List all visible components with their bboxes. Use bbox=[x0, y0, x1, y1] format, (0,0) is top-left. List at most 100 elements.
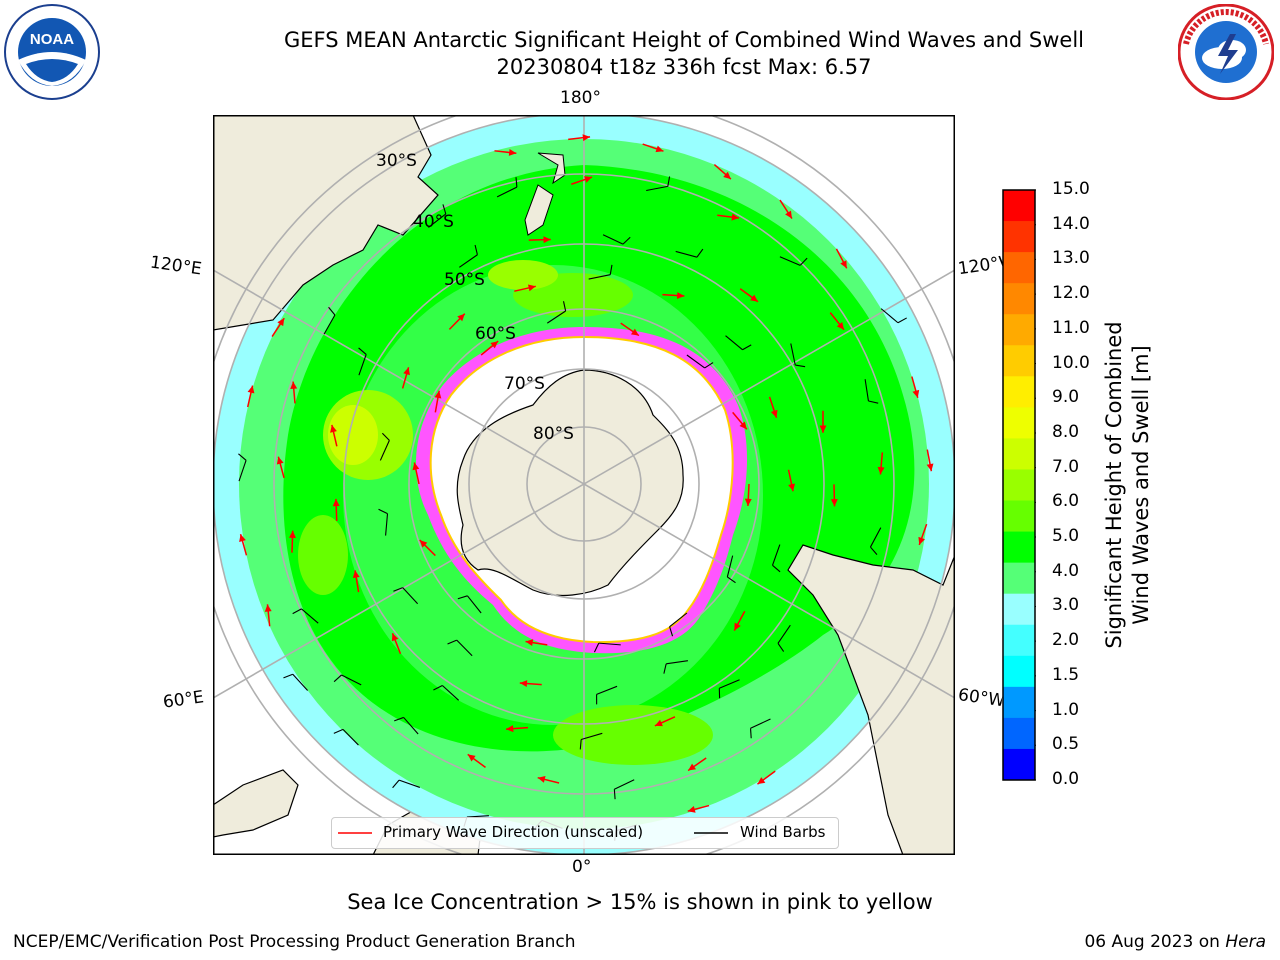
colorbar-tick-label: 9.0 bbox=[1052, 387, 1080, 408]
wind-barb bbox=[646, 185, 668, 192]
wind-barb-feather bbox=[799, 257, 808, 266]
wave-direction-arrowhead bbox=[750, 294, 758, 302]
wave-direction-arrowhead bbox=[819, 425, 827, 433]
wind-barb bbox=[581, 732, 603, 741]
colorbar-tick-label: 10.0 bbox=[1052, 352, 1090, 373]
wave-direction-arrowhead bbox=[630, 328, 639, 336]
colorbar-segment bbox=[1003, 686, 1035, 719]
wave-direction-arrowhead bbox=[770, 409, 778, 418]
wind-barb-feather bbox=[442, 204, 447, 215]
wave-direction-arrowhead bbox=[877, 466, 885, 475]
wave-height-map bbox=[213, 115, 955, 855]
wave-direction-arrowhead bbox=[723, 171, 731, 180]
wind-barb bbox=[596, 685, 618, 695]
wind-barb bbox=[323, 314, 336, 335]
wave-direction-arrowhead bbox=[840, 260, 847, 269]
wind-barb bbox=[669, 612, 688, 628]
wind-barb-feather bbox=[622, 236, 631, 245]
wave-direction-arrowhead bbox=[912, 389, 920, 398]
wind-barb bbox=[750, 718, 771, 729]
wind-barb-feather bbox=[667, 176, 671, 187]
wave-direction-arrowhead bbox=[419, 540, 428, 548]
wave-direction-arrowhead bbox=[519, 680, 528, 688]
colorbar-label-line2: Wind Waves and Swell [m] bbox=[1129, 345, 1153, 625]
date-value: 06 Aug 2023 on bbox=[1084, 932, 1220, 952]
wind-barb bbox=[342, 729, 359, 746]
wind-barb bbox=[686, 354, 705, 369]
wave-direction-arrowhead bbox=[676, 292, 685, 300]
wave-direction-arrowhead bbox=[739, 421, 747, 430]
wind-barb-feather bbox=[870, 546, 878, 556]
noaa-logo: NOAA bbox=[4, 4, 100, 100]
lon-label-60w: 60°W bbox=[956, 685, 1004, 711]
wave-direction-arrowhead bbox=[239, 534, 246, 543]
wind-barb-feather bbox=[378, 508, 388, 515]
lat-label-80s: 80°S bbox=[533, 424, 574, 444]
colorbar-tick-label: 6.0 bbox=[1052, 491, 1080, 512]
wind-barb-feather bbox=[433, 685, 443, 691]
wind-barb bbox=[880, 308, 899, 324]
wind-barb-feather bbox=[394, 716, 404, 722]
wind-barb-feather bbox=[579, 739, 582, 750]
colorbar-label: Significant Height of Combined Wind Wave… bbox=[1101, 321, 1155, 648]
wind-barb bbox=[598, 642, 621, 646]
wind-barb bbox=[726, 555, 734, 578]
colorbar-tick-label: 0.0 bbox=[1052, 769, 1080, 789]
colorbar-segment bbox=[1003, 190, 1035, 222]
lat-label-40s: 40°S bbox=[413, 212, 454, 232]
wind-barb-feather bbox=[727, 576, 736, 584]
wind-barb bbox=[238, 460, 247, 482]
wave-direction-arrowhead bbox=[525, 639, 534, 647]
wind-barb-feather bbox=[749, 728, 752, 739]
wave-direction-arrowhead bbox=[654, 719, 663, 727]
lat-label-70s: 70°S bbox=[504, 374, 545, 394]
wind-barb bbox=[456, 639, 473, 657]
colorbar-segment bbox=[1003, 221, 1035, 253]
wind-barb-feather bbox=[358, 347, 367, 355]
colorbar-tick-label: 12.0 bbox=[1052, 283, 1090, 304]
colorbar bbox=[1002, 189, 1036, 781]
wind-barb bbox=[790, 343, 796, 366]
colorbar-tick-label: 4.0 bbox=[1052, 560, 1080, 581]
wave-direction-arrowhead bbox=[830, 499, 838, 507]
machine-name: Hera bbox=[1225, 932, 1266, 952]
wave-direction-arrowhead bbox=[352, 570, 360, 579]
wind-barb-feather bbox=[868, 400, 879, 404]
colorbar-segment bbox=[1003, 748, 1035, 781]
wave-direction-arrowhead bbox=[457, 313, 465, 322]
colorbar-segment bbox=[1003, 717, 1035, 750]
wave-direction-arrowhead bbox=[288, 530, 296, 539]
wind-barb bbox=[398, 779, 421, 788]
colorbar-tick-label: 11.0 bbox=[1052, 317, 1090, 338]
wave-direction-arrowhead bbox=[582, 134, 591, 142]
colorbar-segment bbox=[1003, 531, 1035, 564]
wave-direction-arrowhead bbox=[788, 483, 795, 492]
colorbar-tick-label: 8.0 bbox=[1052, 421, 1080, 442]
wave-direction-arrowhead bbox=[391, 633, 399, 642]
wind-barb bbox=[341, 674, 362, 686]
wind-barb-feather bbox=[328, 306, 336, 316]
colorbar-tick-label: 13.0 bbox=[1052, 248, 1090, 269]
wind-barb bbox=[428, 213, 447, 228]
wind-barb-feather bbox=[663, 663, 667, 674]
wave-direction-arrowhead bbox=[584, 176, 593, 183]
wind-barb bbox=[777, 624, 791, 644]
wave-direction-arrowhead bbox=[403, 367, 410, 376]
wind-barb bbox=[719, 679, 740, 689]
colorbar-segment bbox=[1003, 655, 1035, 688]
wave-direction-arrowhead bbox=[836, 322, 845, 330]
wave-direction-arrowhead bbox=[508, 148, 517, 156]
wind-barb-feather bbox=[238, 453, 247, 461]
wave-direction-arrowhead bbox=[506, 725, 514, 733]
wind-barb bbox=[869, 527, 882, 548]
lon-label-180: 180° bbox=[560, 88, 601, 108]
colorbar-tick-label: 3.0 bbox=[1052, 595, 1080, 616]
wind-barb bbox=[864, 379, 869, 402]
wave-direction-arrowhead bbox=[734, 622, 741, 631]
wind-barb-feather bbox=[777, 643, 785, 652]
wind-barb bbox=[385, 513, 389, 536]
colorbar-segment bbox=[1003, 562, 1035, 595]
wind-barb bbox=[292, 673, 309, 691]
wave-direction-arrowhead bbox=[655, 145, 664, 153]
wind-barb-feather bbox=[704, 362, 714, 369]
